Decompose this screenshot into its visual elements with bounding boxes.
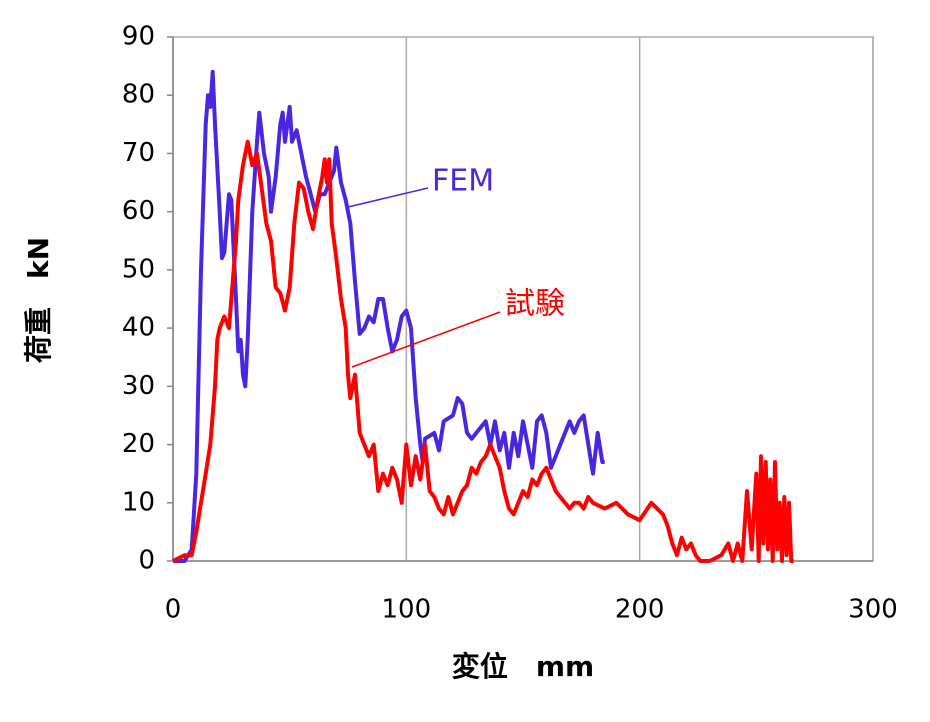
y-tick-label: 10 xyxy=(122,487,155,517)
y-tick-label: 90 xyxy=(122,22,155,52)
y-axis-label: 荷重 kN xyxy=(22,237,55,363)
y-tick-label: 80 xyxy=(122,80,155,110)
y-tick-label: 40 xyxy=(122,313,155,343)
annotation-leader xyxy=(347,187,429,208)
annotation: FEM xyxy=(432,164,494,199)
annotation-leader xyxy=(351,311,501,368)
x-axis-label: 変位 mm xyxy=(452,650,594,683)
x-tick-label: 100 xyxy=(382,595,432,625)
y-tick-label: 30 xyxy=(122,371,155,401)
y-tick-label: 60 xyxy=(122,196,155,226)
y-tick-label: 20 xyxy=(122,429,155,459)
y-tick-label: 0 xyxy=(138,546,155,576)
series-line xyxy=(173,69,605,563)
y-tick-label: 70 xyxy=(122,138,155,168)
x-tick-label: 300 xyxy=(848,595,898,625)
series-line xyxy=(172,139,794,563)
x-tick-label: 0 xyxy=(165,595,182,625)
x-tick-label: 200 xyxy=(615,595,665,625)
y-tick-label: 50 xyxy=(122,254,155,284)
annotation: 試験 xyxy=(505,287,565,322)
